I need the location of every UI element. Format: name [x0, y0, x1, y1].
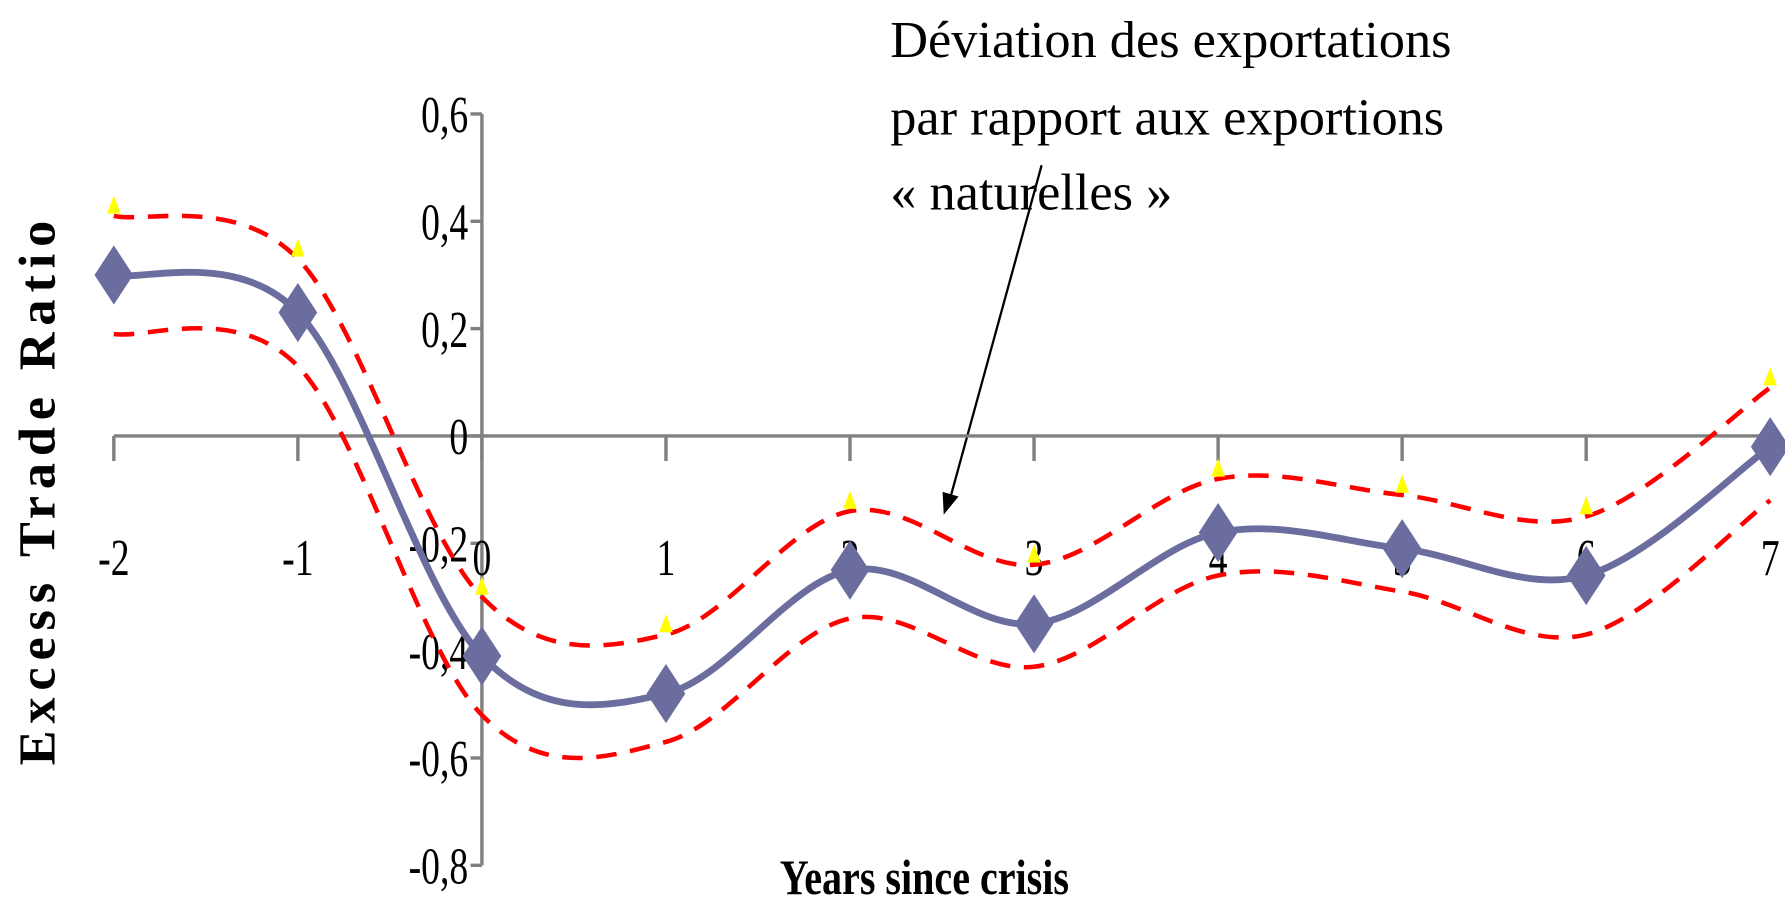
marker: [843, 490, 857, 509]
marker: [278, 282, 318, 343]
marker: [462, 626, 502, 686]
marker: [1579, 495, 1593, 515]
arrow-head: [942, 491, 959, 515]
marker: [1395, 474, 1409, 493]
y-axis-label: Excess Trade Ratio: [9, 214, 67, 766]
x-tick-label: 7: [1761, 528, 1780, 587]
marker: [1382, 519, 1422, 579]
series-line: [113, 213, 1772, 648]
annotation-arrow: [948, 164, 1043, 502]
marker: [1211, 458, 1225, 477]
annotation-line: « naturelles »: [890, 164, 1172, 222]
marker: [1750, 417, 1785, 477]
x-tick-label: -1: [282, 528, 313, 587]
x-tick-label: 0: [472, 528, 491, 587]
marker: [659, 614, 673, 633]
y-tick-label: 0,6: [421, 85, 468, 144]
x-axis-label: Years since crisis: [780, 850, 1069, 903]
annotation: Déviation des exportations par rapport a…: [890, 11, 1451, 222]
y-tick-label: -0,6: [409, 729, 469, 788]
marker: [646, 663, 686, 724]
x-tick-label: 1: [657, 528, 676, 587]
annotation-line: Déviation des exportations: [890, 11, 1451, 69]
y-tick-label: 0,4: [421, 192, 468, 251]
marker: [1763, 367, 1778, 386]
marker: [1014, 594, 1054, 654]
marker: [1198, 502, 1238, 563]
series-line: [113, 326, 1772, 761]
marker: [94, 245, 134, 305]
series-line: [113, 268, 1773, 709]
marker: [830, 540, 870, 600]
marker: [475, 576, 489, 595]
y-tick-label: 0: [449, 407, 468, 466]
marker: [1566, 545, 1606, 606]
annotation-line: par rapport aux exportions: [890, 88, 1444, 146]
marker: [291, 238, 305, 257]
y-tick-label: 0,2: [421, 300, 468, 359]
x-tick-label: -2: [98, 528, 129, 587]
y-tick-label: -0,8: [409, 836, 469, 895]
marker: [1027, 544, 1041, 563]
marker: [107, 195, 121, 214]
